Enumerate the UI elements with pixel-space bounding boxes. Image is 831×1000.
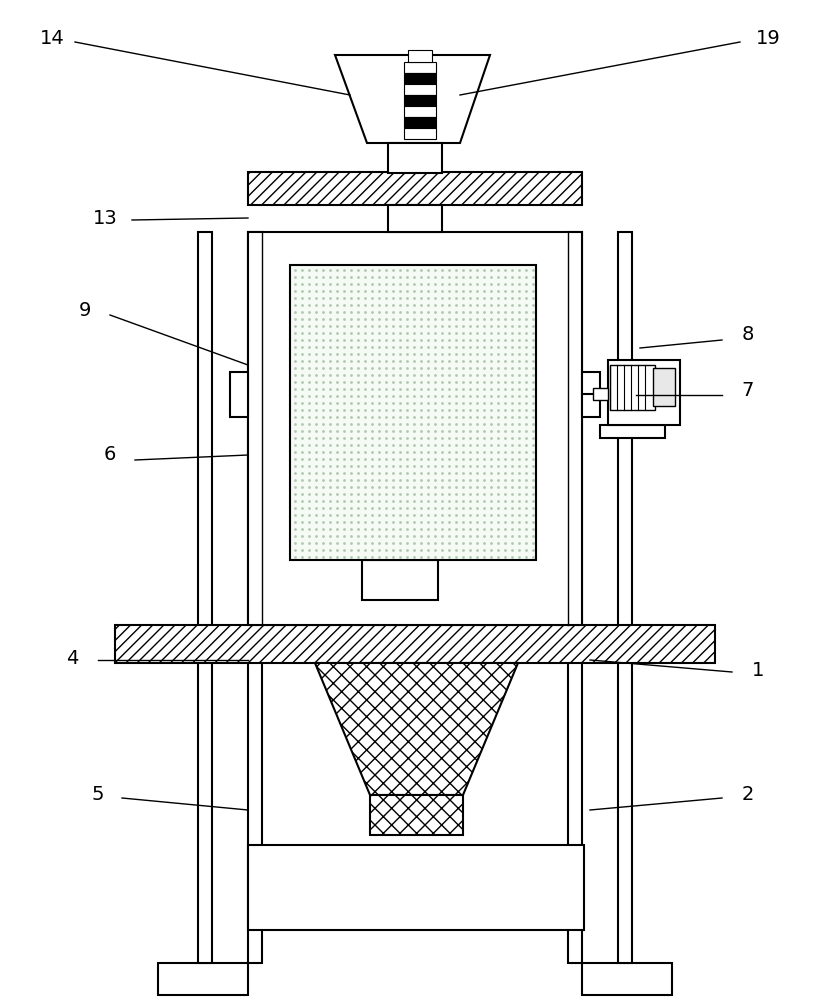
Bar bbox=[404, 84, 436, 95]
Text: 4: 4 bbox=[66, 648, 78, 668]
Bar bbox=[388, 143, 442, 173]
Bar bbox=[404, 106, 436, 117]
Bar bbox=[404, 117, 436, 128]
Bar bbox=[388, 205, 442, 232]
Bar bbox=[404, 95, 436, 106]
Text: 7: 7 bbox=[742, 380, 755, 399]
Polygon shape bbox=[315, 663, 518, 795]
Bar bbox=[582, 963, 672, 995]
Text: 1: 1 bbox=[752, 660, 765, 680]
Bar bbox=[198, 232, 212, 963]
Bar bbox=[582, 372, 600, 417]
Bar bbox=[618, 232, 632, 963]
Bar bbox=[404, 73, 436, 84]
Text: 13: 13 bbox=[92, 209, 117, 228]
Bar bbox=[370, 795, 463, 835]
Text: 8: 8 bbox=[742, 326, 755, 344]
Bar bbox=[248, 232, 262, 963]
Bar bbox=[404, 62, 436, 73]
Text: 5: 5 bbox=[91, 786, 104, 804]
Bar bbox=[404, 128, 436, 139]
Bar bbox=[568, 232, 582, 963]
Text: 2: 2 bbox=[742, 786, 755, 804]
Bar bbox=[610, 365, 655, 410]
Text: 9: 9 bbox=[79, 300, 91, 320]
Bar bbox=[248, 232, 582, 625]
Bar bbox=[653, 368, 675, 406]
Text: 14: 14 bbox=[40, 28, 64, 47]
Polygon shape bbox=[335, 55, 490, 143]
Bar bbox=[230, 372, 248, 417]
Bar bbox=[248, 172, 582, 205]
Bar bbox=[608, 360, 680, 425]
Bar bbox=[593, 388, 608, 400]
Bar bbox=[158, 963, 248, 995]
Text: 19: 19 bbox=[755, 28, 780, 47]
Bar bbox=[248, 845, 584, 930]
Text: 6: 6 bbox=[104, 446, 116, 464]
Bar bbox=[408, 50, 432, 62]
Bar bbox=[115, 625, 715, 663]
Bar bbox=[362, 560, 438, 600]
Bar bbox=[290, 265, 536, 560]
Bar bbox=[600, 425, 665, 438]
